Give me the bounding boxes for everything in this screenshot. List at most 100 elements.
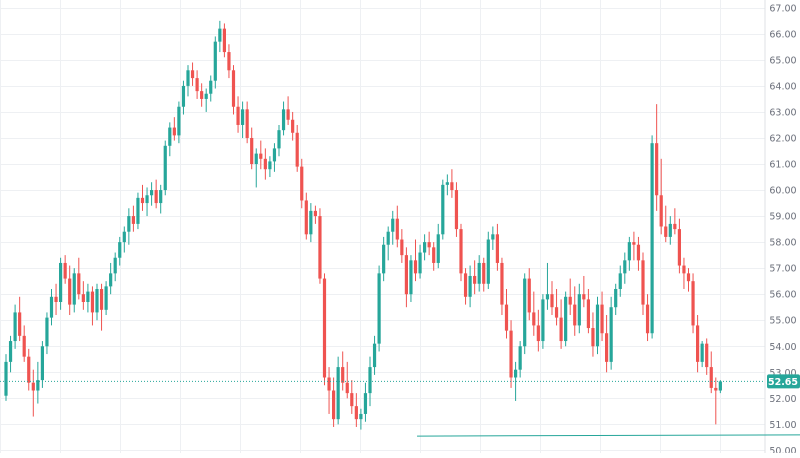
candle[interactable]: [645, 294, 650, 342]
candle[interactable]: [118, 236, 122, 266]
candle[interactable]: [705, 338, 709, 375]
candle[interactable]: [172, 117, 176, 141]
candle[interactable]: [245, 101, 249, 144]
candle[interactable]: [482, 257, 486, 292]
candle[interactable]: [559, 299, 563, 349]
candle[interactable]: [486, 231, 490, 289]
candle[interactable]: [668, 216, 672, 245]
candle[interactable]: [372, 335, 377, 375]
candle[interactable]: [177, 101, 181, 144]
candle[interactable]: [181, 80, 186, 115]
candle[interactable]: [413, 239, 418, 282]
candle[interactable]: [391, 210, 395, 245]
candle[interactable]: [463, 268, 468, 305]
candle[interactable]: [436, 223, 440, 269]
candle[interactable]: [154, 179, 158, 209]
candle[interactable]: [95, 283, 99, 321]
candle[interactable]: [313, 205, 317, 224]
candle[interactable]: [363, 382, 368, 422]
candle[interactable]: [454, 182, 459, 237]
candle[interactable]: [195, 70, 199, 99]
candle[interactable]: [300, 158, 304, 209]
candle[interactable]: [131, 205, 135, 232]
candle[interactable]: [286, 96, 290, 125]
candle[interactable]: [595, 296, 600, 355]
candle[interactable]: [527, 268, 531, 321]
candle[interactable]: [377, 265, 381, 352]
candle[interactable]: [718, 380, 722, 394]
candle[interactable]: [104, 281, 108, 316]
candle[interactable]: [277, 124, 281, 157]
candle[interactable]: [577, 283, 581, 334]
candle[interactable]: [582, 275, 586, 308]
candle[interactable]: [550, 281, 554, 316]
candle[interactable]: [22, 325, 26, 362]
candle[interactable]: [700, 341, 704, 368]
candle[interactable]: [13, 304, 17, 349]
candle[interactable]: [168, 122, 172, 157]
candle[interactable]: [609, 296, 613, 370]
candle[interactable]: [568, 278, 572, 316]
candle[interactable]: [495, 223, 499, 271]
candle[interactable]: [4, 354, 8, 401]
candle[interactable]: [359, 408, 363, 430]
candle[interactable]: [90, 286, 95, 326]
candle[interactable]: [99, 283, 104, 331]
candle[interactable]: [332, 377, 336, 427]
candle[interactable]: [532, 291, 536, 336]
candle[interactable]: [127, 208, 131, 245]
candle[interactable]: [400, 229, 404, 263]
candle[interactable]: [336, 356, 340, 425]
candle[interactable]: [473, 260, 477, 295]
candle[interactable]: [49, 288, 54, 326]
candle[interactable]: [691, 273, 695, 334]
candle[interactable]: [345, 361, 349, 399]
candle[interactable]: [382, 236, 386, 282]
candle[interactable]: [714, 377, 718, 425]
candle[interactable]: [545, 262, 550, 310]
candle[interactable]: [518, 341, 522, 378]
candle[interactable]: [304, 192, 308, 240]
candle[interactable]: [509, 320, 513, 388]
candle[interactable]: [250, 127, 254, 170]
candle[interactable]: [673, 208, 677, 235]
candle[interactable]: [409, 255, 413, 302]
candle[interactable]: [427, 231, 431, 256]
candle[interactable]: [268, 156, 272, 178]
candle[interactable]: [395, 205, 399, 248]
candle[interactable]: [696, 315, 700, 373]
candle[interactable]: [204, 88, 208, 112]
candle[interactable]: [68, 265, 72, 316]
candle[interactable]: [241, 101, 245, 138]
candle[interactable]: [450, 169, 454, 198]
candle[interactable]: [605, 315, 609, 373]
candle[interactable]: [209, 75, 213, 102]
candle[interactable]: [636, 236, 641, 271]
candle[interactable]: [564, 291, 568, 347]
candle[interactable]: [254, 148, 258, 188]
candle[interactable]: [491, 226, 495, 250]
candle[interactable]: [386, 226, 390, 261]
candle[interactable]: [272, 143, 277, 172]
candle[interactable]: [281, 101, 286, 136]
candle[interactable]: [655, 104, 659, 211]
candle[interactable]: [109, 262, 113, 295]
candle[interactable]: [477, 255, 481, 292]
candle[interactable]: [259, 140, 263, 170]
candle[interactable]: [200, 83, 204, 107]
candle[interactable]: [8, 335, 13, 373]
candle[interactable]: [113, 252, 117, 282]
candle[interactable]: [423, 234, 427, 261]
candle[interactable]: [163, 140, 167, 196]
candle[interactable]: [627, 236, 631, 271]
candle[interactable]: [77, 257, 81, 300]
candle[interactable]: [295, 124, 299, 172]
candle[interactable]: [586, 288, 590, 334]
candle[interactable]: [418, 244, 422, 279]
candle[interactable]: [59, 257, 63, 310]
candle[interactable]: [63, 255, 67, 284]
candle[interactable]: [709, 351, 713, 394]
candle[interactable]: [122, 226, 126, 253]
candle[interactable]: [150, 182, 154, 206]
